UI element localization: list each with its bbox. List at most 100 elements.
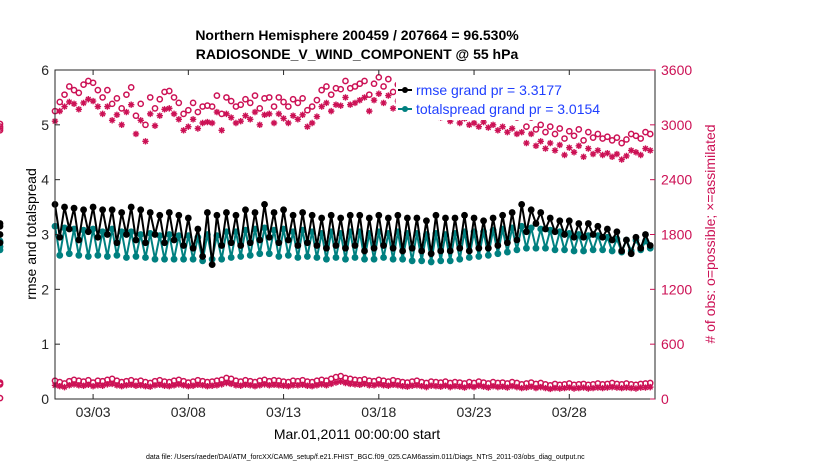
obs_assimilated_low-point-98 (518, 384, 525, 392)
obs_assimilated-point-53 (304, 123, 311, 130)
obs_possible-point-127 (0, 126, 4, 134)
obs_assimilated_low-point-59 (332, 379, 340, 386)
totalspread-point-63 (351, 254, 359, 261)
totalspread-point-79 (427, 258, 435, 266)
rmse-point-13 (113, 239, 121, 247)
obs_possible-point-37 (227, 97, 235, 105)
obs_assimilated_low-point-113 (589, 384, 597, 392)
obs_assimilated_low-point-10 (99, 382, 106, 389)
obs_possible-point-66 (365, 91, 373, 99)
obs_assimilated_low-point-121 (627, 384, 635, 392)
rmse-point-125 (646, 242, 654, 249)
obs_assimilated_low-point-21 (151, 382, 159, 389)
obs_assimilated_low-point-86 (461, 384, 468, 391)
rmse-point-80 (432, 211, 440, 219)
obs_assimilated_low-point-32 (204, 383, 211, 390)
obs_assimilated-point-23 (161, 106, 168, 113)
rmse-point-85 (456, 244, 464, 252)
totalspread-point-91 (484, 251, 492, 259)
obs_assimilated_low-point-110 (575, 384, 583, 392)
obs_assimilated_low-point-118 (613, 384, 621, 391)
rmse-point-12 (108, 206, 116, 214)
rmse-point-25 (170, 236, 178, 244)
obs_assimilated_low-point-24 (166, 383, 173, 390)
rmse-point-87 (465, 247, 473, 255)
obs_possible-point-19 (142, 121, 149, 129)
obs_assimilated_low-point-47 (275, 382, 283, 389)
rmse-point-113 (589, 231, 597, 238)
obs_possible-point-6 (80, 81, 87, 88)
rmse-point-5 (75, 236, 83, 244)
obs_possible-point-118 (613, 134, 621, 141)
totalspread-point-97 (513, 246, 521, 254)
y-right-tick-label-1: 600 (661, 336, 685, 352)
obs_assimilated-point-39 (237, 117, 244, 125)
obs_assimilated-point-87 (466, 121, 473, 129)
obs_assimilated_low-point-46 (270, 381, 278, 389)
rmse-point-115 (599, 233, 607, 241)
obs_assimilated-point-45 (266, 110, 273, 118)
obs_assimilated-point-93 (494, 127, 502, 134)
obs_possible-point-11 (104, 86, 111, 94)
obs_assimilated_low-point-7 (85, 381, 92, 389)
obs_assimilated-point-104 (547, 139, 554, 147)
rmse-point-103 (542, 225, 549, 233)
obs_possible-point-110 (575, 126, 583, 133)
rmse-point-98 (518, 200, 526, 208)
obs_assimilated_low-point-9 (94, 382, 102, 389)
obs_assimilated_low-point-69 (380, 382, 387, 389)
totalspread-point-111 (580, 247, 587, 255)
y-left-tick-label-3: 3 (41, 227, 49, 243)
obs_assimilated_low-point-104 (547, 385, 554, 393)
totalspread-point-69 (380, 254, 387, 261)
obs_possible-point-122 (632, 132, 640, 140)
obs_possible-point-119 (618, 139, 626, 147)
obs_possible-point-17 (132, 112, 140, 120)
y-right-tick-label-4: 2400 (661, 172, 692, 188)
totalspread-point-129 (0, 246, 4, 254)
obs_assimilated-point-111 (580, 153, 587, 161)
y-right-tick-label-0: 0 (661, 391, 669, 407)
obs_possible-point-34 (213, 92, 221, 99)
rmse-point-123 (637, 244, 645, 252)
rmse-point-71 (389, 244, 397, 252)
totalspread-point-85 (456, 255, 464, 263)
rmse-point-119 (618, 247, 626, 255)
obs_assimilated_low-point-38 (232, 382, 240, 389)
totalspread-point-19 (142, 254, 149, 261)
obs_assimilated-point-37 (227, 114, 235, 121)
obs_assimilated-point-36 (223, 110, 230, 118)
obs_assimilated-point-9 (94, 103, 102, 110)
rmse-point-50 (289, 211, 297, 219)
obs_possible-point-20 (146, 94, 154, 101)
totalspread-point-100 (527, 224, 535, 232)
obs_possible-point-33 (208, 103, 216, 110)
obs_assimilated-point-20 (147, 110, 154, 118)
obs_assimilated_low-point-15 (123, 382, 130, 389)
obs_assimilated_low-point-67 (370, 382, 378, 389)
obs_assimilated_low-point-65 (361, 380, 368, 388)
legend-rmse-label: rmse grand pr = 3.3177 (416, 82, 562, 98)
obs_assimilated-point-96 (508, 125, 516, 132)
rmse-point-15 (123, 231, 130, 238)
rmse-point-17 (132, 236, 140, 244)
y-right-tick-label-3: 1800 (661, 227, 692, 243)
rmse-point-7 (84, 228, 92, 236)
obs_possible-point-58 (327, 91, 335, 99)
obs_possible-point-105 (551, 130, 559, 138)
obs_possible-point-103 (542, 128, 549, 136)
obs_possible-point-129 (0, 120, 4, 128)
totalspread-point-55 (313, 254, 321, 261)
obs_possible_low-point-129 (0, 394, 4, 402)
obs_assimilated_low-point-14 (118, 383, 125, 390)
obs_assimilated_low-point-43 (256, 382, 263, 389)
obs_assimilated-point-106 (556, 141, 563, 149)
obs_assimilated-point-65 (361, 94, 368, 101)
obs_assimilated_low-point-23 (161, 382, 168, 389)
rmse-point-82 (442, 214, 449, 222)
obs_possible-point-56 (318, 86, 326, 94)
obs_assimilated_low-point-88 (470, 383, 478, 391)
obs_possible-point-57 (323, 83, 330, 90)
obs_assimilated-point-22 (156, 112, 163, 119)
obs_possible-point-10 (99, 94, 106, 101)
